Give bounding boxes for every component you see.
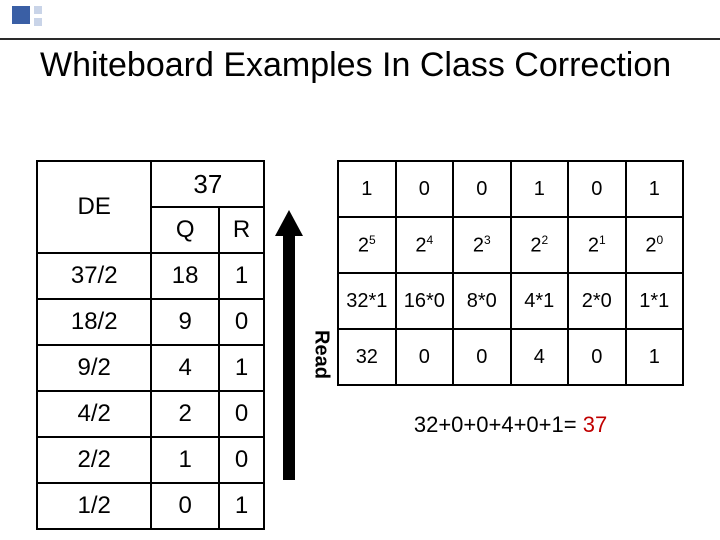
col-header-r: R bbox=[219, 207, 264, 253]
value-cell: 0 bbox=[568, 329, 625, 385]
sum-expr: 32+0+0+4+0+1= bbox=[414, 412, 583, 437]
col-header-de: DE bbox=[37, 161, 151, 253]
cell-de: 2/2 bbox=[37, 437, 151, 483]
bit-cell: 1 bbox=[626, 161, 684, 217]
table-row: 18/2 9 0 bbox=[37, 299, 264, 345]
cell-r: 0 bbox=[219, 299, 264, 345]
table-header-number: 37 bbox=[151, 161, 264, 207]
sum-expression: 32+0+0+4+0+1= 37 bbox=[337, 412, 684, 438]
values-row: 32 0 0 4 0 1 bbox=[338, 329, 683, 385]
bit-cell: 1 bbox=[338, 161, 395, 217]
power-cell: 25 bbox=[338, 217, 395, 273]
cell-q: 2 bbox=[151, 391, 218, 437]
bit-cell: 0 bbox=[396, 161, 453, 217]
cell-de: 18/2 bbox=[37, 299, 151, 345]
slide-decoration bbox=[0, 0, 70, 40]
power-cell: 24 bbox=[396, 217, 453, 273]
table-row: 2/2 1 0 bbox=[37, 437, 264, 483]
bit-cell: 0 bbox=[568, 161, 625, 217]
binary-table: 1 0 0 1 0 1 25 24 23 22 21 20 32*1 16*0 … bbox=[337, 160, 684, 386]
table-row: 4/2 2 0 bbox=[37, 391, 264, 437]
cell-q: 1 bbox=[151, 437, 218, 483]
power-cell: 22 bbox=[511, 217, 568, 273]
cell-de: 9/2 bbox=[37, 345, 151, 391]
cell-q: 0 bbox=[151, 483, 218, 529]
product-cell: 32*1 bbox=[338, 273, 395, 329]
cell-q: 9 bbox=[151, 299, 218, 345]
read-label: Read bbox=[309, 330, 332, 379]
divider bbox=[0, 38, 720, 40]
power-cell: 21 bbox=[568, 217, 625, 273]
cell-q: 4 bbox=[151, 345, 218, 391]
col-header-q: Q bbox=[151, 207, 218, 253]
products-row: 32*1 16*0 8*0 4*1 2*0 1*1 bbox=[338, 273, 683, 329]
division-table: DE 37 Q R 37/2 18 1 18/2 9 0 9/2 4 1 4/2… bbox=[36, 160, 265, 530]
value-cell: 32 bbox=[338, 329, 395, 385]
page-title: Whiteboard Examples In Class Correction bbox=[40, 46, 671, 85]
value-cell: 4 bbox=[511, 329, 568, 385]
power-cell: 20 bbox=[626, 217, 684, 273]
deco-square-small bbox=[34, 18, 42, 26]
powers-row: 25 24 23 22 21 20 bbox=[338, 217, 683, 273]
product-cell: 4*1 bbox=[511, 273, 568, 329]
bit-cell: 1 bbox=[511, 161, 568, 217]
value-cell: 1 bbox=[626, 329, 684, 385]
product-cell: 16*0 bbox=[396, 273, 453, 329]
cell-r: 0 bbox=[219, 437, 264, 483]
cell-r: 0 bbox=[219, 391, 264, 437]
cell-r: 1 bbox=[219, 253, 264, 299]
value-cell: 0 bbox=[396, 329, 453, 385]
product-cell: 8*0 bbox=[453, 273, 510, 329]
sum-result: 37 bbox=[583, 412, 607, 437]
deco-square-small bbox=[34, 6, 42, 14]
product-cell: 2*0 bbox=[568, 273, 625, 329]
power-cell: 23 bbox=[453, 217, 510, 273]
read-arrow-column: Read bbox=[265, 160, 337, 530]
deco-square-large bbox=[12, 6, 30, 24]
up-arrow-icon bbox=[275, 210, 303, 480]
table-row: 9/2 4 1 bbox=[37, 345, 264, 391]
bit-cell: 0 bbox=[453, 161, 510, 217]
cell-de: 37/2 bbox=[37, 253, 151, 299]
cell-q: 18 bbox=[151, 253, 218, 299]
cell-de: 1/2 bbox=[37, 483, 151, 529]
cell-r: 1 bbox=[219, 345, 264, 391]
table-row: 37/2 18 1 bbox=[37, 253, 264, 299]
cell-de: 4/2 bbox=[37, 391, 151, 437]
value-cell: 0 bbox=[453, 329, 510, 385]
bits-row: 1 0 0 1 0 1 bbox=[338, 161, 683, 217]
cell-r: 1 bbox=[219, 483, 264, 529]
table-row: 1/2 0 1 bbox=[37, 483, 264, 529]
product-cell: 1*1 bbox=[626, 273, 684, 329]
